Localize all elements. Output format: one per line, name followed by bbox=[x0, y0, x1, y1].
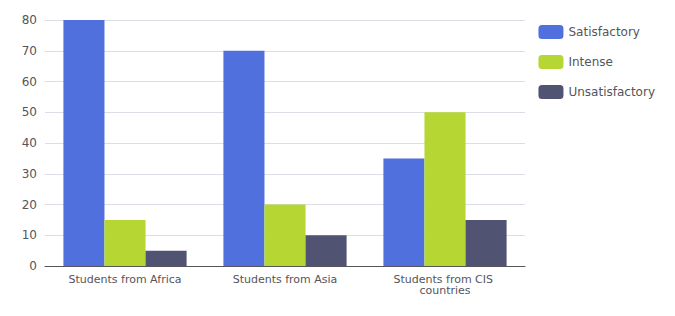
svg-text:Students from Africa: Students from Africa bbox=[69, 273, 182, 286]
svg-text:70: 70 bbox=[22, 44, 37, 58]
svg-text:Unsatisfactory: Unsatisfactory bbox=[568, 85, 655, 99]
svg-text:Satisfactory: Satisfactory bbox=[568, 25, 640, 39]
svg-text:30: 30 bbox=[22, 167, 37, 181]
svg-text:0: 0 bbox=[29, 259, 37, 273]
svg-text:50: 50 bbox=[22, 105, 37, 119]
svg-text:Intense: Intense bbox=[568, 55, 612, 69]
svg-text:10: 10 bbox=[22, 228, 37, 242]
svg-text:Students from CIS: Students from CIS bbox=[393, 273, 497, 286]
svg-text:80: 80 bbox=[22, 13, 37, 27]
svg-text:Students from Asia: Students from Asia bbox=[233, 273, 338, 286]
svg-text:20: 20 bbox=[22, 198, 37, 212]
svg-text:60: 60 bbox=[22, 75, 37, 89]
svg-text:40: 40 bbox=[22, 136, 37, 150]
svg-text:countries: countries bbox=[419, 284, 470, 297]
